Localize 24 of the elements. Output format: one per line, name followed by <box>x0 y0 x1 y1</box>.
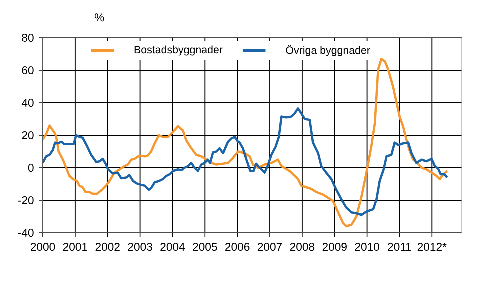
x-tick-label: 2007 <box>258 243 282 252</box>
x-tick-label: 2000 <box>30 243 56 252</box>
x-tick-label: 2004 <box>160 243 186 252</box>
y-tick-label: -20 <box>18 196 34 204</box>
x-tick-label: 2006 <box>226 243 250 252</box>
y-tick-label: 20 <box>22 131 34 140</box>
y-tick-label: 0 <box>28 164 34 172</box>
x-tick-label: 2003 <box>128 243 152 252</box>
line-series <box>43 58 449 228</box>
x-tick-label: 2008 <box>290 243 315 252</box>
x-tick-label: 2011 <box>388 243 412 252</box>
y-tick-label: 80 <box>22 34 34 42</box>
legend-label: Övriga byggnader <box>286 45 370 56</box>
y-tick-label: 40 <box>22 98 34 107</box>
x-tick-label: 2010 <box>355 243 380 252</box>
y-tick-label: 60 <box>22 66 34 75</box>
x-tick-label: 2009 <box>322 243 347 252</box>
x-tick-label: 2012* <box>418 243 447 252</box>
legend-label: Bostadsbyggnader <box>134 46 223 56</box>
y-tick-label: -40 <box>18 228 34 237</box>
x-tick-label: 2002 <box>96 243 120 252</box>
x-tick-label: 2005 <box>193 243 218 252</box>
x-tick-label: 2001 <box>63 243 88 252</box>
y-axis-title: % <box>94 14 104 22</box>
